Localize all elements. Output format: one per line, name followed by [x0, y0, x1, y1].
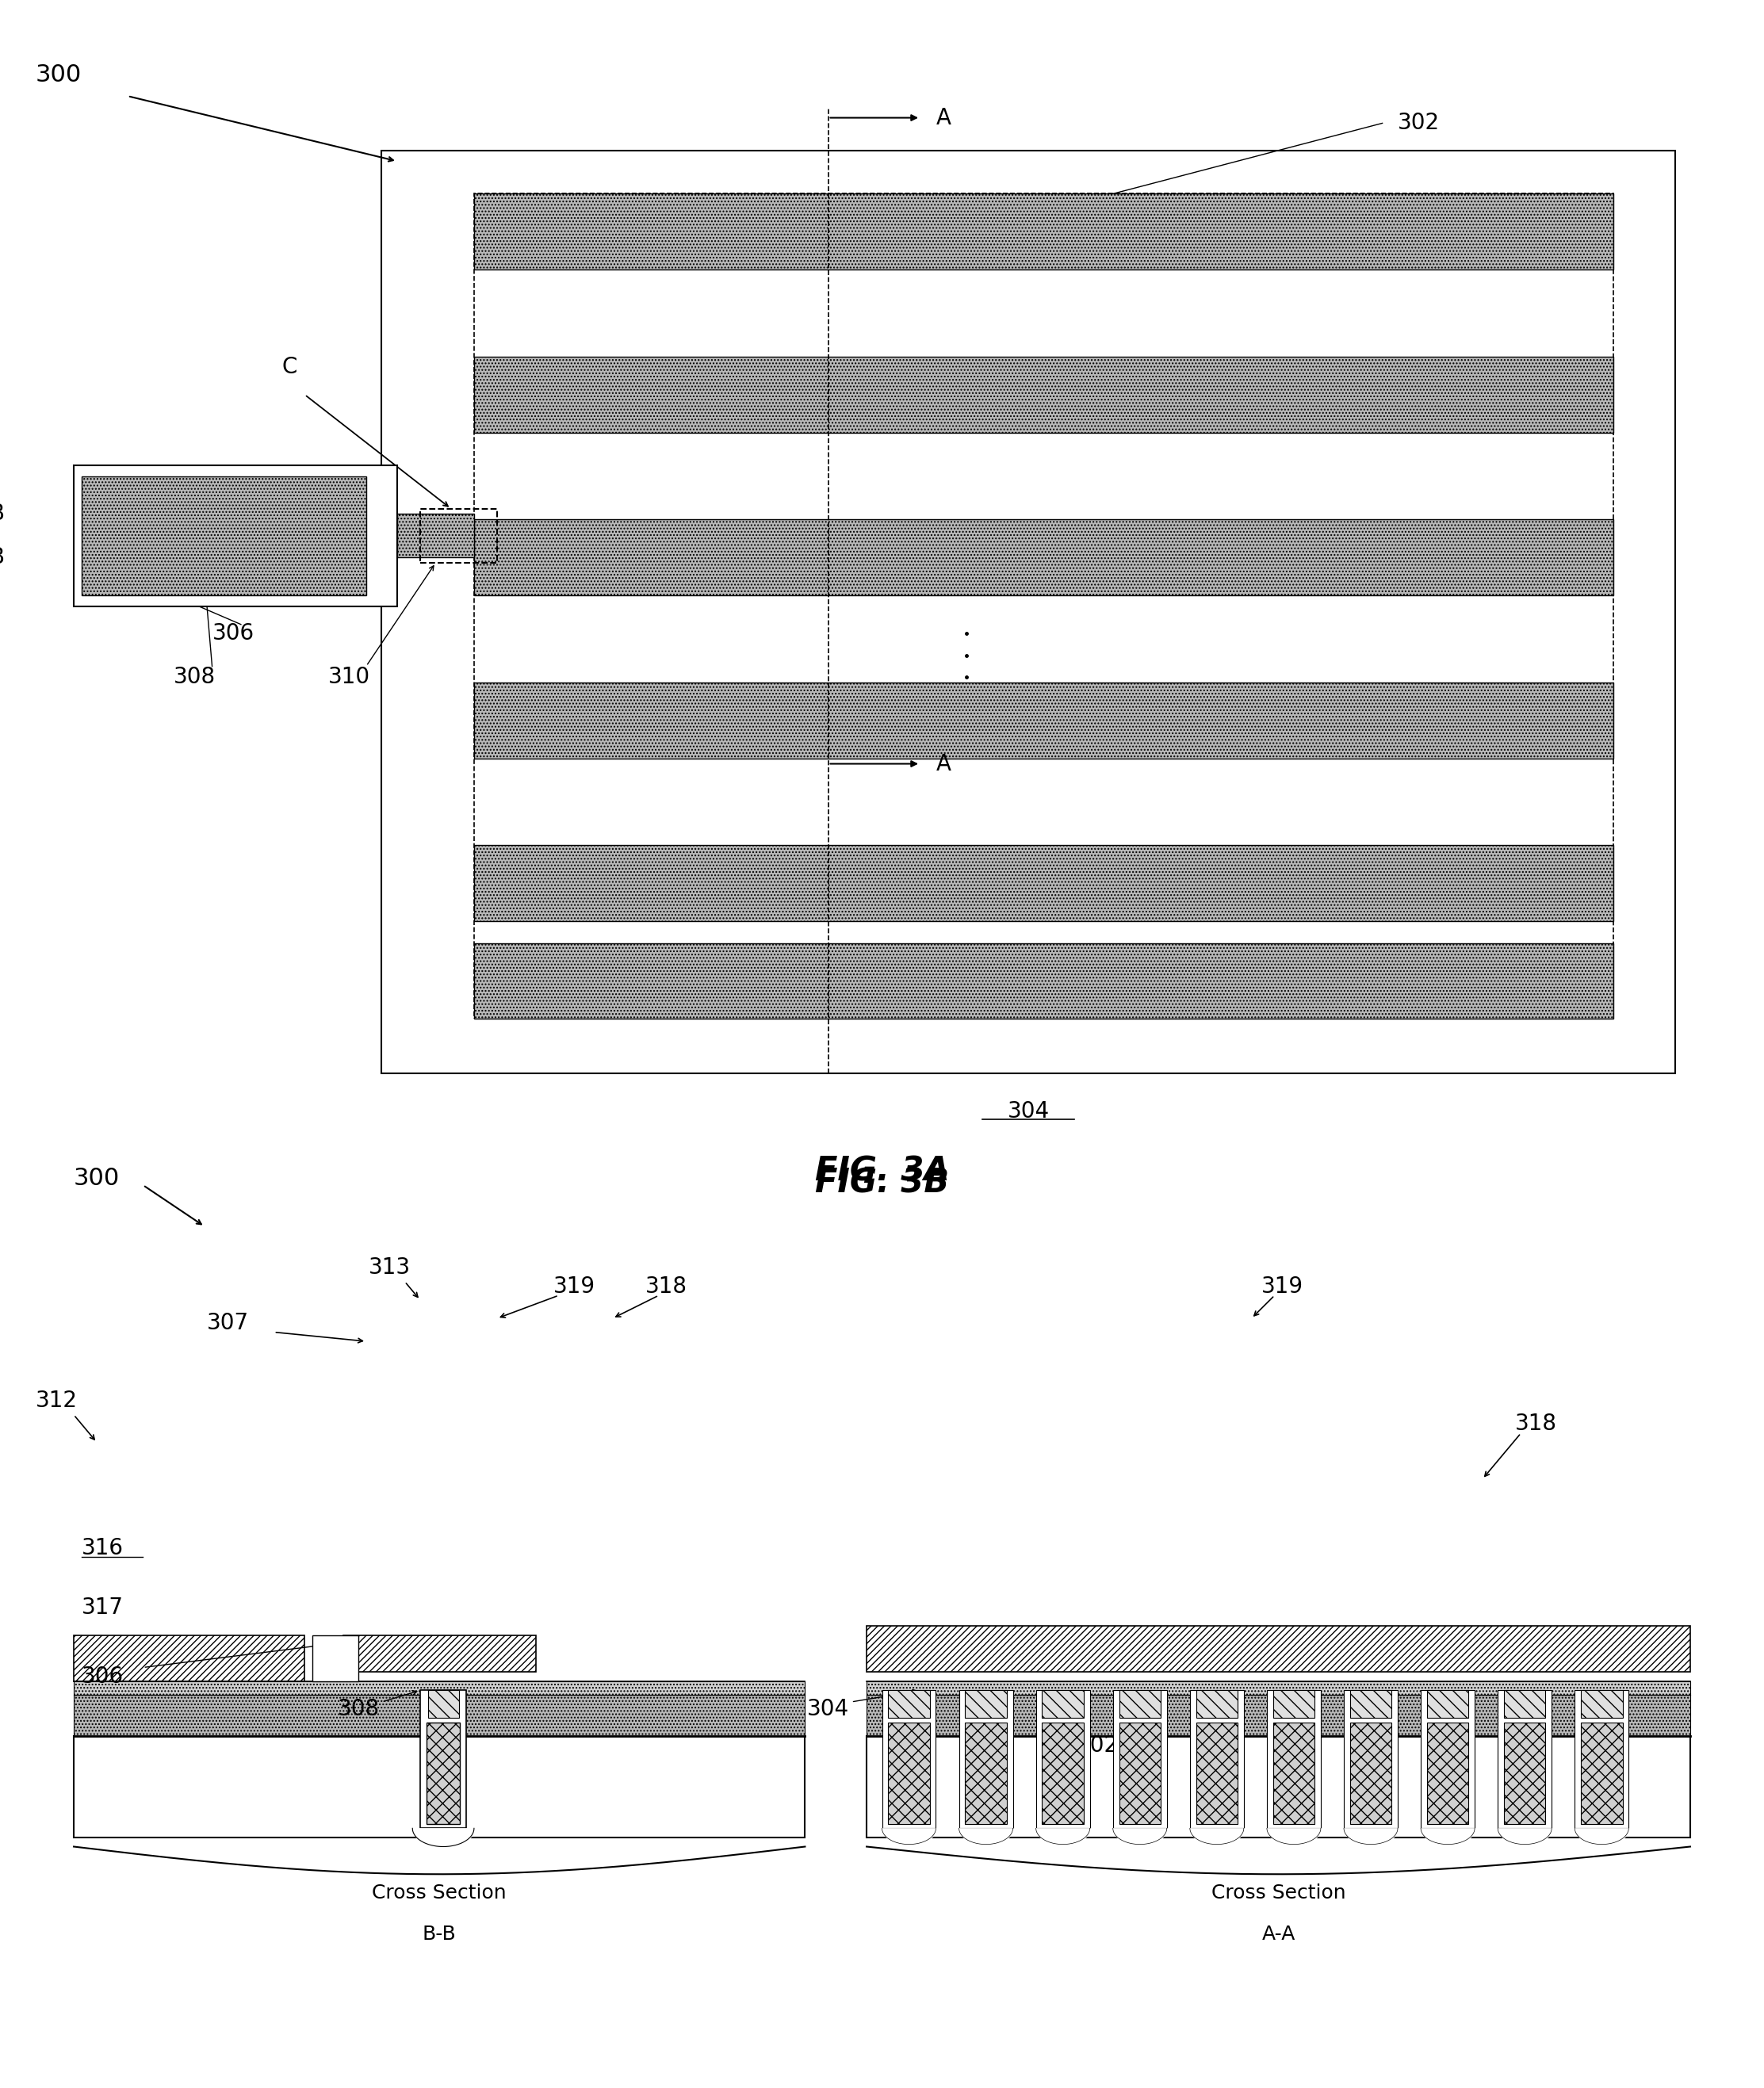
Bar [866, 1695, 1690, 1737]
Bar [74, 1737, 804, 1837]
Text: FIG. 3B: FIG. 3B [815, 1167, 949, 1201]
Text: A: A [937, 752, 951, 775]
Bar [74, 1681, 804, 1695]
Bar [1349, 1691, 1392, 1718]
Bar [1035, 1691, 1090, 1829]
Text: 306: 306 [212, 622, 254, 645]
Text: 307: 307 [206, 1311, 249, 1334]
Text: 319: 319 [1261, 1276, 1304, 1297]
Bar [1581, 1691, 1623, 1718]
Text: 306: 306 [81, 1666, 123, 1687]
Bar [475, 194, 1614, 1019]
Bar [1267, 1691, 1321, 1829]
Bar [1043, 1723, 1083, 1823]
Bar [1505, 1691, 1545, 1718]
Bar [397, 514, 475, 557]
Bar [1113, 1691, 1166, 1829]
Text: 310: 310 [328, 666, 370, 689]
Text: 317: 317 [81, 1597, 123, 1618]
Bar [1427, 1691, 1469, 1718]
Bar [81, 476, 367, 595]
Bar [74, 1695, 804, 1737]
Bar [74, 466, 397, 606]
Text: 316: 316 [81, 1537, 123, 1560]
Bar [381, 150, 1674, 1073]
Text: Cross Section: Cross Section [372, 1883, 506, 1902]
Bar [420, 509, 497, 564]
Bar [475, 520, 1614, 595]
Bar [475, 194, 1614, 269]
Bar [1196, 1691, 1238, 1718]
Bar [1505, 1723, 1545, 1823]
Bar [1420, 1691, 1475, 1829]
Bar [866, 1627, 1690, 1672]
Bar [312, 1635, 358, 1681]
Bar [475, 944, 1614, 1019]
Bar [965, 1723, 1007, 1823]
Text: A-A: A-A [1261, 1925, 1295, 1944]
Bar [1118, 1723, 1161, 1823]
Bar [344, 1635, 536, 1672]
Bar [1196, 1723, 1238, 1823]
Bar [1274, 1723, 1314, 1823]
Bar [475, 357, 1614, 432]
Bar [882, 1691, 937, 1829]
Bar [1349, 1723, 1392, 1823]
Text: 302: 302 [1076, 1735, 1118, 1756]
Bar [1043, 1691, 1083, 1718]
Text: 302: 302 [1397, 113, 1439, 134]
Bar [887, 1723, 930, 1823]
Bar [427, 1723, 460, 1823]
Bar [429, 1691, 459, 1718]
Text: 319: 319 [554, 1276, 594, 1297]
Bar [1575, 1691, 1628, 1829]
Text: 304: 304 [1007, 1100, 1050, 1123]
Bar [420, 1691, 466, 1829]
Bar [866, 1737, 1690, 1837]
Text: A: A [937, 106, 951, 129]
Bar [475, 683, 1614, 758]
Text: 300: 300 [74, 1167, 120, 1190]
Text: 308: 308 [175, 666, 215, 689]
Bar [866, 1681, 1690, 1695]
Bar [1427, 1723, 1469, 1823]
Bar [74, 1635, 305, 1681]
Bar [475, 846, 1614, 921]
Text: 318: 318 [646, 1276, 688, 1297]
Text: FIG. 3A: FIG. 3A [815, 1155, 949, 1188]
Bar [887, 1691, 930, 1718]
Text: 308: 308 [337, 1698, 379, 1721]
Text: 304: 304 [808, 1698, 848, 1721]
Text: 300: 300 [35, 63, 81, 86]
Bar [1344, 1691, 1397, 1829]
Bar [1274, 1691, 1314, 1718]
Bar [1118, 1691, 1161, 1718]
Bar [1498, 1691, 1552, 1829]
Text: Cross Section: Cross Section [1212, 1883, 1346, 1902]
Text: B: B [0, 503, 5, 526]
Text: 318: 318 [1515, 1414, 1558, 1434]
Bar [960, 1691, 1013, 1829]
Text: 313: 313 [369, 1257, 411, 1280]
Text: B: B [0, 547, 5, 568]
Bar [1581, 1723, 1623, 1823]
Text: C: C [282, 357, 296, 378]
Bar [965, 1691, 1007, 1718]
Bar [1191, 1691, 1244, 1829]
Text: B-B: B-B [422, 1925, 457, 1944]
Text: 312: 312 [35, 1391, 78, 1411]
